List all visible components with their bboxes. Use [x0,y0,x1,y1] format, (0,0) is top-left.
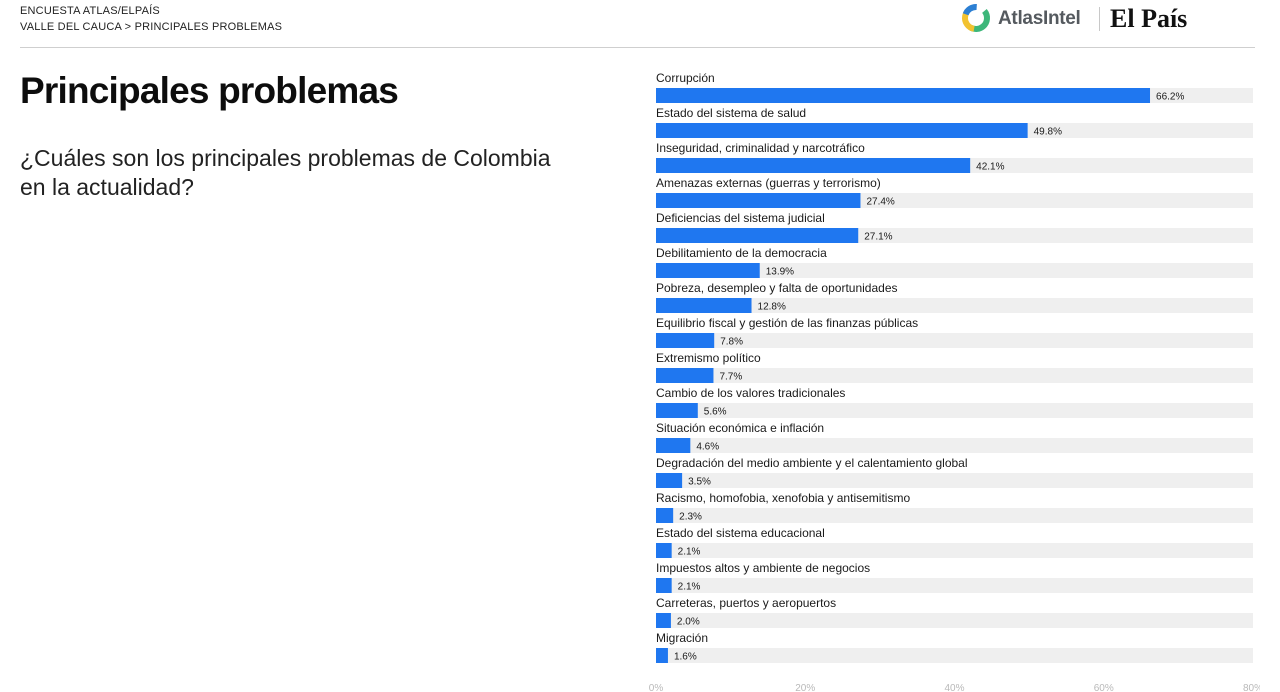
x-tick-label: 20% [795,683,815,692]
value-label: 42.1% [976,162,1004,173]
page-title: Principales problemas [20,70,399,111]
bar [656,298,752,313]
bar [656,193,861,208]
value-label: 3.5% [688,477,711,488]
bar [656,543,672,558]
bar-track [656,613,1253,628]
category-label: Debilitamiento de la democracia [656,246,827,260]
bar-track [656,543,1253,558]
value-label: 27.1% [864,232,892,243]
survey-question: ¿Cuáles son los principales problemas de… [20,145,551,200]
bar [656,333,715,348]
category-label: Corrupción [656,71,715,85]
bar-track [656,648,1253,663]
bar-track [656,333,1253,348]
bar [656,123,1028,138]
bar [656,88,1151,103]
bar-track [656,473,1253,488]
bar [656,158,971,173]
header-divider [20,47,1255,48]
value-label: 1.6% [674,652,697,663]
x-tick-label: 60% [1094,683,1114,692]
bar-track [656,368,1253,383]
value-label: 13.9% [766,267,794,278]
category-label: Amenazas externas (guerras y terrorismo) [656,176,881,190]
bar-chart: Corrupción 66.2% Estado del sistema de sal… [649,71,1260,692]
bar-track [656,578,1253,593]
logo-divider [1099,7,1100,31]
x-tick-label: 80% [1243,683,1260,692]
category-label: Cambio de los valores tradicionales [656,386,845,400]
category-label: Impuestos altos y ambiente de negocios [656,561,870,575]
value-label: 2.1% [678,547,701,558]
header: ENCUESTA ATLAS/ELPAÍS VALLE DEL CAUCA > … [0,0,1280,50]
bar [656,368,714,383]
category-label: Estado del sistema de salud [656,106,806,120]
breadcrumb: VALLE DEL CAUCA > PRINCIPALES PROBLEMAS [20,21,283,33]
logos: AtlasIntel El País [960,2,1220,36]
category-label: Estado del sistema educacional [656,526,825,540]
bar [656,438,691,453]
category-label: Situación económica e inflación [656,421,824,435]
category-label: Racismo, homofobia, xenofobia y antisemi… [656,491,910,505]
atlasintel-logo-text: AtlasIntel [998,8,1081,29]
value-label: 4.6% [696,442,719,453]
category-label: Inseguridad, criminalidad y narcotráfico [656,141,865,155]
value-label: 49.8% [1034,127,1062,138]
bar [656,578,672,593]
value-label: 27.4% [866,197,894,208]
atlasintel-logo-icon [962,4,990,32]
category-label: Degradación del medio ambiente y el cale… [656,456,968,470]
category-label: Carreteras, puertos y aeropuertos [656,596,836,610]
bar [656,403,698,418]
value-label: 2.3% [679,512,702,523]
bar-track [656,263,1253,278]
bar-track [656,298,1253,313]
value-label: 2.1% [678,582,701,593]
bar [656,473,683,488]
elpais-logo-text: El País [1110,4,1188,33]
category-label: Equilibrio fiscal y gestión de las finan… [656,316,918,330]
bar-track [656,438,1253,453]
bar [656,263,760,278]
category-label: Deficiencias del sistema judicial [656,211,825,225]
value-label: 7.7% [719,372,742,383]
value-label: 7.8% [720,337,743,348]
bar [656,508,674,523]
value-label: 2.0% [677,617,700,628]
value-label: 66.2% [1156,92,1184,103]
survey-label: ENCUESTA ATLAS/ELPAÍS [20,5,160,17]
bar [656,648,668,663]
value-label: 12.8% [758,302,786,313]
bar [656,228,859,243]
category-label: Extremismo político [656,351,761,365]
bar [656,613,671,628]
category-label: Pobreza, desempleo y falta de oportunida… [656,281,898,295]
x-tick-label: 40% [944,683,964,692]
bar-track [656,508,1253,523]
bar-track [656,403,1253,418]
category-label: Migración [656,631,708,645]
value-label: 5.6% [704,407,727,418]
x-tick-label: 0% [649,683,664,692]
